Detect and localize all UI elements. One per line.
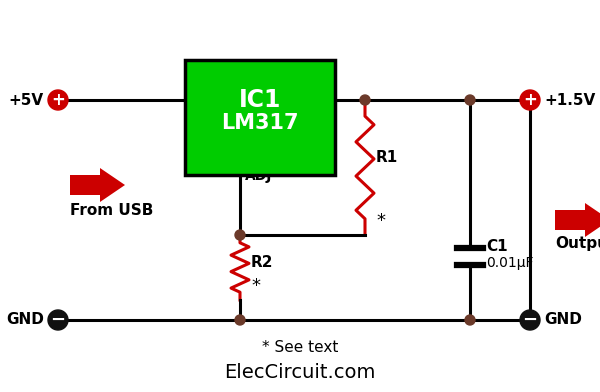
Text: ElecCircuit.com: ElecCircuit.com — [224, 363, 376, 383]
Text: R1: R1 — [376, 150, 398, 165]
Text: *: * — [376, 212, 385, 230]
Text: R2: R2 — [251, 255, 274, 270]
Text: +5V: +5V — [9, 93, 44, 107]
Circle shape — [520, 310, 540, 330]
Text: 0.01μF: 0.01μF — [486, 256, 533, 270]
Circle shape — [235, 230, 245, 240]
Text: GND: GND — [544, 312, 582, 327]
Bar — [185, 60, 335, 175]
Text: LM317: LM317 — [221, 113, 299, 132]
Text: From USB: From USB — [70, 203, 154, 218]
Circle shape — [48, 90, 68, 110]
Text: IN: IN — [190, 72, 207, 86]
Text: −: − — [523, 311, 538, 329]
Text: OUT: OUT — [297, 72, 330, 86]
Circle shape — [520, 90, 540, 110]
Text: ADJ: ADJ — [245, 169, 272, 183]
Polygon shape — [70, 168, 125, 202]
Text: IC1: IC1 — [239, 87, 281, 111]
Circle shape — [48, 310, 68, 330]
Circle shape — [235, 315, 245, 325]
Circle shape — [465, 315, 475, 325]
Text: +: + — [51, 91, 65, 109]
Text: C1: C1 — [486, 239, 508, 254]
Text: Output: Output — [555, 236, 600, 250]
Circle shape — [465, 95, 475, 105]
Text: −: − — [50, 311, 65, 329]
Text: * See text: * See text — [262, 341, 338, 356]
Circle shape — [360, 95, 370, 105]
Text: *: * — [251, 277, 260, 295]
Text: GND: GND — [6, 312, 44, 327]
Text: +1.5V: +1.5V — [544, 93, 595, 107]
Text: +: + — [523, 91, 537, 109]
Polygon shape — [555, 203, 600, 237]
